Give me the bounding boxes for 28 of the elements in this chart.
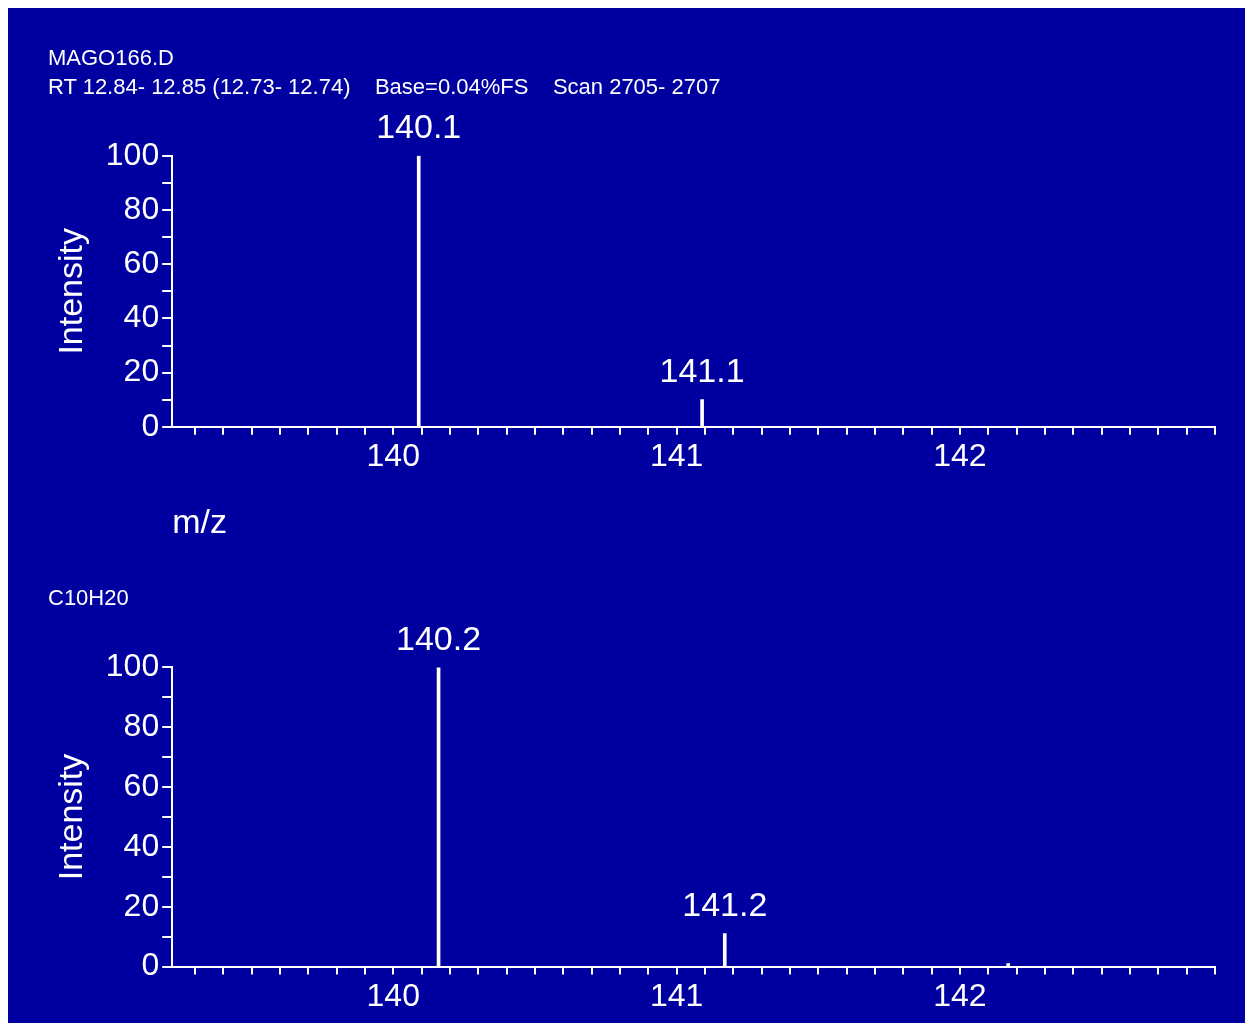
annotation: 141.2 (682, 885, 768, 924)
y-tick-label: 80 (123, 707, 160, 744)
x-tick-label: 142 (933, 436, 987, 473)
x-tick-label: 141 (649, 976, 704, 1013)
y-axis-title: Intensity (50, 227, 89, 355)
y-tick-label: 100 (105, 647, 160, 684)
chart-subtitle: RT 12.84- 12.85 (12.73- 12.74) Base=0.04%FS Scan 2705- 2707 (48, 73, 721, 99)
x-tick-label: 140 (366, 976, 420, 1013)
x-tick-label: 141 (649, 436, 704, 473)
y-tick-label: 0 (141, 406, 160, 443)
y-tick-label: 20 (123, 352, 160, 389)
y-tick-label: 60 (123, 766, 160, 803)
x-axis-title: m/z (172, 501, 227, 540)
chart-title: C10H20 (48, 585, 129, 611)
y-tick-label: 80 (123, 189, 160, 226)
y-tick-label: 40 (123, 298, 160, 335)
x-tick-label: 142 (933, 976, 987, 1013)
x-tick-label: 140 (366, 436, 420, 473)
annotation: 141.1 (659, 351, 745, 390)
chart-title: MAGO166.D (48, 45, 174, 71)
y-tick-label: 100 (105, 135, 160, 172)
annotation: 140.2 (396, 618, 482, 657)
y-axis-title: Intensity (50, 753, 89, 881)
y-tick-label: 40 (123, 826, 160, 863)
y-tick-label: 20 (123, 886, 160, 923)
y-tick-label: 0 (141, 946, 160, 983)
annotation: 140.1 (376, 107, 462, 146)
y-tick-label: 60 (123, 244, 160, 281)
